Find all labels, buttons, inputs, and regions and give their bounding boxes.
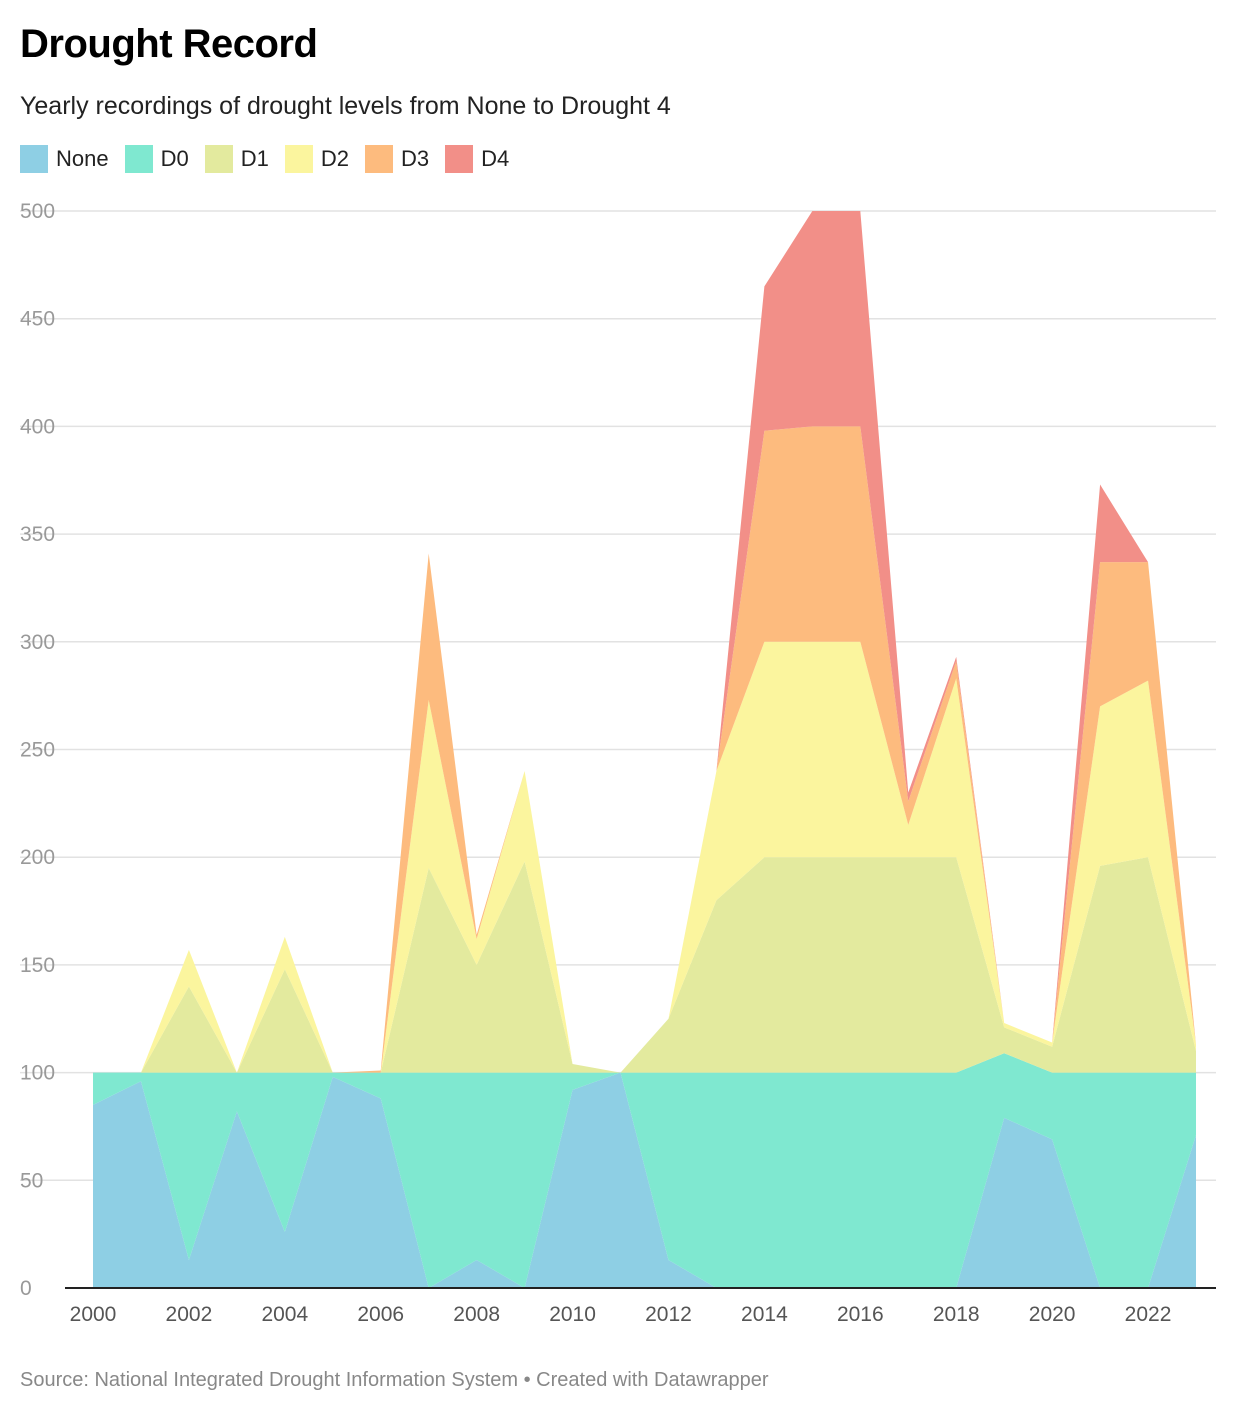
source-prefix: Source: [20, 1369, 95, 1391]
footer-separator: • [518, 1369, 537, 1391]
chart-legend: None D0 D1 D2 D3 D4 [20, 144, 525, 174]
chart-title: Drought Record [20, 22, 318, 66]
source-link[interactable]: National Integrated Drought Information … [94, 1369, 519, 1391]
x-axis: 2000 2002 2004 2006 2008 2010 2012 2014 2016 2018… [70, 1303, 1172, 1326]
y-tick-label: 150 [20, 954, 55, 977]
legend-item-d3: D3 [364, 144, 430, 174]
y-tick-label: 200 [20, 846, 55, 869]
legend-label: D1 [240, 146, 269, 171]
legend-item-d4: D4 [445, 144, 509, 174]
x-tick-label: 2000 [70, 1303, 117, 1326]
area-series [93, 211, 1196, 1288]
y-tick-label: 250 [20, 739, 55, 762]
x-tick-label: 2014 [741, 1303, 788, 1326]
legend-label: D0 [160, 146, 189, 171]
legend-label: D2 [320, 146, 349, 171]
x-tick-label: 2004 [261, 1303, 308, 1326]
x-tick-label: 2020 [1029, 1303, 1076, 1326]
legend-item-none: None [20, 144, 109, 174]
area-none [93, 1072, 1196, 1288]
legend-item-d2: D2 [284, 144, 349, 174]
legend-item-d1: D1 [204, 144, 269, 174]
area-d0 [93, 1053, 1196, 1288]
legend-swatch [124, 145, 153, 173]
source-footer: Source: National Integrated Drought Info… [20, 1366, 769, 1394]
x-tick-label: 2018 [933, 1303, 980, 1326]
legend-item-d0: D0 [124, 144, 189, 174]
y-tick-label: 100 [20, 1062, 55, 1085]
y-tick-label: 300 [20, 631, 55, 654]
y-tick-label: 0 [20, 1277, 32, 1300]
y-tick-label: 350 [20, 523, 55, 546]
credit-link[interactable]: Created with Datawrapper [536, 1369, 769, 1391]
legend-label: D3 [400, 146, 430, 171]
x-tick-label: 2022 [1125, 1303, 1172, 1326]
legend-swatch [364, 145, 393, 173]
x-tick-label: 2002 [166, 1303, 213, 1326]
legend-swatch [20, 145, 48, 173]
gridlines [20, 210, 1216, 1182]
area-d2 [93, 641, 1196, 1073]
x-tick-label: 2010 [549, 1303, 596, 1326]
x-tick-label: 2008 [453, 1303, 500, 1326]
x-tick-label: 2006 [357, 1303, 404, 1326]
legend-swatch [204, 145, 233, 173]
legend-label: D4 [481, 146, 510, 171]
x-tick-label: 2012 [645, 1303, 692, 1326]
area-d1 [93, 857, 1196, 1073]
y-tick-label: 400 [20, 415, 55, 438]
x-tick-label: 2016 [837, 1303, 884, 1326]
legend-swatch [445, 145, 474, 173]
y-tick-label: 500 [20, 200, 55, 223]
legend-label: None [56, 146, 109, 171]
y-axis: 0 50 100 150 200 250 300 350 400 450 500 [20, 200, 55, 1300]
legend-swatch [284, 145, 313, 173]
y-tick-label: 450 [20, 308, 55, 331]
chart-subtitle: Yearly recordings of drought levels from… [20, 92, 671, 120]
y-tick-label: 50 [20, 1169, 43, 1192]
